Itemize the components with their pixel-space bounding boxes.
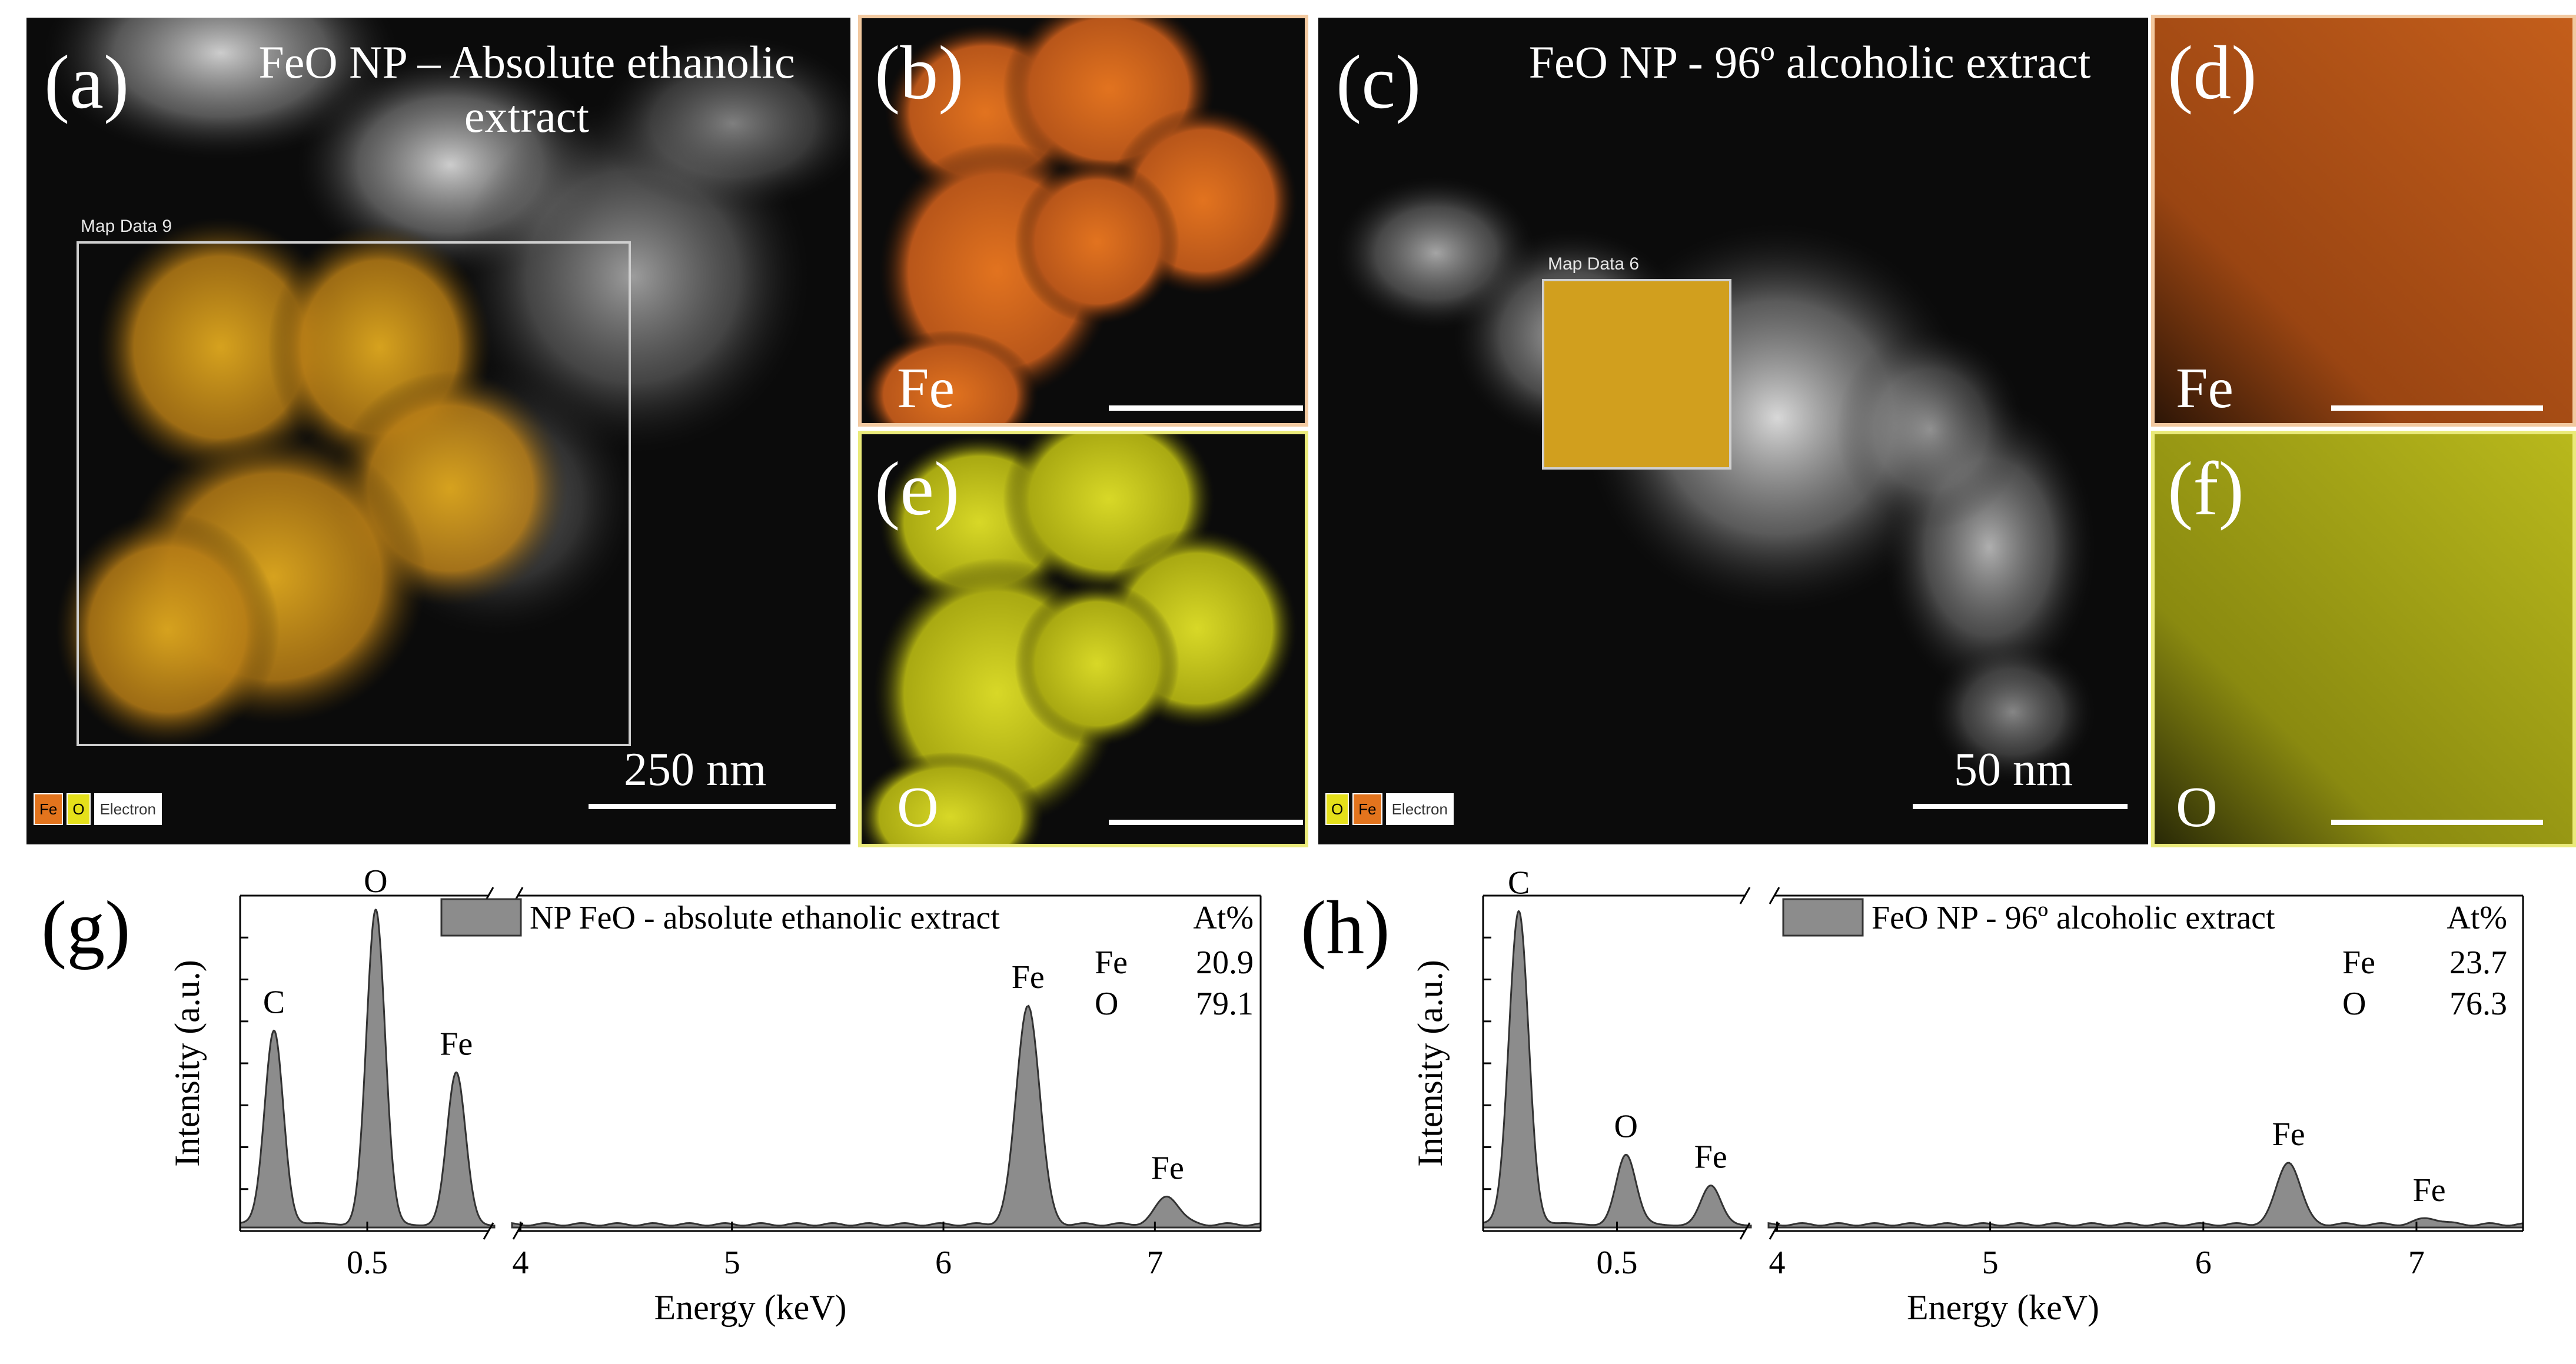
table-element: Fe bbox=[2342, 944, 2375, 981]
map-data-box-c bbox=[1542, 279, 1731, 470]
axis-break-mark bbox=[1739, 1222, 1751, 1240]
x-tick-label: 4 bbox=[1769, 1245, 1785, 1281]
legend-chip-electron: Electron bbox=[1385, 793, 1454, 825]
panel-b-label: (b) bbox=[875, 31, 964, 115]
map-legend-a: Fe O Electron bbox=[34, 793, 162, 825]
eds-spectrum-g: 0.5 4 5 6 7 Energy (keV) Intensity (a.u.) (g) NP… bbox=[41, 863, 1262, 1327]
axis-break-mark bbox=[483, 1222, 494, 1240]
o-map-panel-e: (e) O bbox=[858, 431, 1308, 847]
peak-label: Fe bbox=[2413, 1172, 2446, 1209]
legend-label: NP FeO - absolute ethanolic extract bbox=[530, 900, 1000, 936]
spectrum-area bbox=[239, 909, 1262, 1229]
eds-spectrum-h: 0.5 4 5 6 7 Energy (keV) Intensity (a.u.) (h) Fe… bbox=[1301, 864, 2524, 1327]
table-value: 20.9 bbox=[1196, 944, 1254, 981]
panel-d-element: Fe bbox=[2176, 357, 2233, 420]
scale-bar-d bbox=[2331, 405, 2543, 411]
panel-label: (h) bbox=[1301, 886, 1390, 970]
legend-swatch bbox=[1782, 898, 1864, 937]
x-tick-label: 4 bbox=[512, 1245, 529, 1281]
panel-a-label: (a) bbox=[44, 40, 129, 125]
fe-map-panel-b: (b) Fe bbox=[858, 15, 1308, 427]
x-tick-label: 6 bbox=[2195, 1245, 2212, 1281]
sem-image-c bbox=[1336, 177, 2095, 783]
peak-label: O bbox=[1614, 1108, 1637, 1145]
o-map-panel-f: (f) O bbox=[2151, 431, 2576, 847]
panel-e-element: O bbox=[897, 776, 939, 839]
legend-chip-fe: Fe bbox=[34, 793, 64, 825]
peak-label: O bbox=[364, 863, 387, 900]
map-legend-c: O Fe Electron bbox=[1325, 793, 1454, 825]
scale-bar-c bbox=[1913, 804, 2128, 809]
panel-a-title: FeO NP – Absolute ethanolic extract bbox=[258, 36, 795, 142]
x-tick-label: 0.5 bbox=[347, 1245, 388, 1281]
peak-label: Fe bbox=[1012, 959, 1045, 996]
table-header: At% bbox=[1193, 900, 1254, 936]
table-value: 79.1 bbox=[1196, 986, 1254, 1022]
table-element: O bbox=[1095, 986, 1118, 1022]
x-tick-label: 0.5 bbox=[1597, 1245, 1638, 1281]
panel-d-label: (d) bbox=[2168, 31, 2257, 115]
o-map-image-f bbox=[2155, 434, 2572, 844]
o-map-image-e bbox=[862, 434, 1297, 844]
x-tick-label: 7 bbox=[2408, 1245, 2425, 1281]
scale-bar-a bbox=[589, 804, 836, 809]
peak-label: Fe bbox=[2272, 1116, 2305, 1153]
legend-chip-o: O bbox=[1325, 793, 1350, 825]
panel-e-label: (e) bbox=[875, 447, 960, 531]
scale-bar-f bbox=[2331, 820, 2543, 825]
x-axis-label: Energy (keV) bbox=[1907, 1288, 2099, 1327]
x-axis-label: Energy (keV) bbox=[654, 1288, 846, 1327]
panel-c-title: FeO NP - 96º alcoholic extract bbox=[1528, 36, 2091, 88]
table-value: 23.7 bbox=[2449, 944, 2507, 981]
panel-f-label: (f) bbox=[2168, 447, 2244, 531]
scale-label-a: 250 nm bbox=[624, 744, 767, 796]
axis-break-mark bbox=[1739, 887, 1751, 904]
scale-bar-b bbox=[1109, 405, 1303, 411]
x-tick-label: 6 bbox=[935, 1245, 952, 1281]
sem-image-a bbox=[44, 18, 850, 747]
panel-label: (g) bbox=[41, 886, 131, 970]
peak-label: C bbox=[1508, 864, 1530, 901]
panel-f-element: O bbox=[2176, 776, 2218, 839]
table-header: At% bbox=[2447, 900, 2507, 936]
peak-label: Fe bbox=[1694, 1139, 1727, 1176]
spectrum-area bbox=[1482, 910, 2524, 1229]
x-tick-label: 5 bbox=[1982, 1245, 1999, 1281]
map-data-box-a bbox=[77, 241, 631, 746]
fe-map-image-b bbox=[862, 18, 1297, 423]
table-element: O bbox=[2342, 986, 2366, 1022]
legend-chip-fe: Fe bbox=[1352, 793, 1382, 825]
sem-panel-a: (a) FeO NP – Absolute ethanolic extract … bbox=[26, 18, 850, 844]
x-tick-label: 5 bbox=[724, 1245, 740, 1281]
panel-b-element: Fe bbox=[897, 357, 955, 420]
y-axis-label: Intensity (a.u.) bbox=[168, 960, 207, 1167]
x-tick-label: 7 bbox=[1146, 1245, 1163, 1281]
fe-map-image-d bbox=[2155, 18, 2572, 423]
map-data-label-a: Map Data 9 bbox=[81, 217, 172, 236]
panel-c-label: (c) bbox=[1336, 40, 1421, 125]
peak-label: Fe bbox=[440, 1026, 473, 1062]
table-value: 76.3 bbox=[2449, 986, 2507, 1022]
peak-label: Fe bbox=[1151, 1150, 1184, 1187]
y-axis-label: Intensity (a.u.) bbox=[1411, 960, 1450, 1167]
legend-label: FeO NP - 96º alcoholic extract bbox=[1872, 900, 2275, 936]
axis-break-mark bbox=[1769, 887, 1780, 904]
table-element: Fe bbox=[1095, 944, 1128, 981]
scale-bar-e bbox=[1109, 820, 1303, 825]
sem-panel-c: (c) FeO NP - 96º alcoholic extract Map D… bbox=[1318, 18, 2148, 844]
map-data-label-c: Map Data 6 bbox=[1548, 254, 1640, 274]
scale-label-c: 50 nm bbox=[1954, 744, 2073, 796]
legend-chip-electron: Electron bbox=[94, 793, 162, 825]
legend-swatch bbox=[440, 898, 522, 937]
fe-map-panel-d: (d) Fe bbox=[2151, 15, 2576, 427]
legend-chip-o: O bbox=[67, 793, 91, 825]
peak-label: C bbox=[263, 984, 285, 1020]
